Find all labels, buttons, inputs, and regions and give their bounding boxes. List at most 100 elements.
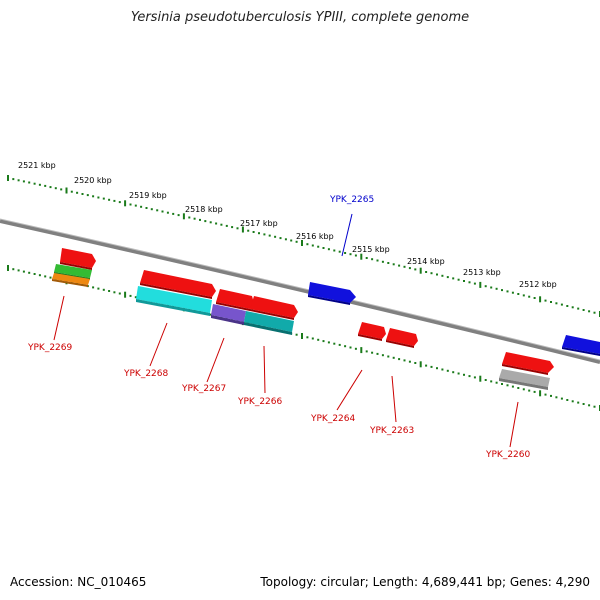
scale-tick-minor — [129, 294, 132, 297]
scale-tick-minor — [495, 381, 498, 384]
gene-label-ypk2269: YPK_2269 — [27, 343, 73, 353]
scale-tick-minor — [263, 233, 266, 236]
scale-tick-minor — [177, 214, 180, 217]
scale-tick-major — [124, 291, 127, 298]
gene-feature-right-blue-arrow[interactable] — [562, 335, 600, 356]
kbp-label: 2515 kbp — [352, 245, 390, 254]
scale-tick-minor — [327, 248, 330, 251]
scale-tick-minor — [322, 340, 325, 343]
gene-labels: YPK_2269 YPK_2268 YPK_2267 YPK_2266 YPK_… — [27, 195, 531, 460]
gene-feature-ypk2267-arrow[interactable] — [216, 289, 254, 311]
scale-tick-major — [7, 175, 9, 181]
scale-tick-minor — [457, 278, 460, 281]
scale-tick-minor — [28, 181, 31, 184]
gene-feature-ypk2266-teal[interactable] — [244, 311, 294, 335]
gene-feature-ypk2269-orange[interactable] — [52, 273, 90, 287]
scale-tick-minor — [344, 345, 347, 348]
scale-tick-minor — [12, 268, 15, 271]
gene-feature-ypk2265-arrow[interactable] — [308, 282, 356, 305]
scale-tick-minor — [193, 217, 196, 220]
scale-tick-minor — [118, 201, 121, 204]
gene-feature-ypk2260-arrow[interactable] — [502, 352, 554, 375]
scale-tick-minor — [371, 258, 374, 261]
scale-tick-minor — [582, 309, 585, 311]
scale-tick-minor — [311, 337, 314, 340]
scale-tick-minor — [571, 306, 574, 309]
scale-tick-minor — [577, 401, 580, 404]
scale-tick-minor — [225, 224, 228, 227]
scale-tick-minor — [425, 364, 428, 367]
scale-tick-minor — [49, 186, 52, 189]
scale-tick-minor — [473, 282, 476, 285]
gene-feature-ypk2264-arrow[interactable] — [358, 322, 386, 341]
scale-tick-minor — [517, 387, 520, 389]
scale-tick-minor — [555, 396, 558, 399]
scale-tick-minor — [588, 404, 591, 407]
forward-strand-features — [60, 248, 600, 356]
gene-feature-ypk2263-arrow[interactable] — [386, 328, 418, 348]
scale-tick-minor — [452, 277, 455, 280]
scale-tick-minor — [506, 384, 509, 387]
scale-tick-major — [360, 253, 363, 260]
kbp-label: 2514 kbp — [407, 257, 445, 266]
gene-label-ypk2266: YPK_2266 — [237, 397, 283, 407]
gene-leader-lines — [53, 213, 519, 448]
scale-tick-minor — [381, 354, 384, 357]
gene-feature-ypk2267-purple[interactable] — [211, 304, 246, 325]
scale-tick-minor — [495, 287, 498, 290]
scale-tick-minor — [365, 350, 368, 353]
scale-tick-minor — [566, 399, 569, 401]
scale-tick-minor — [279, 237, 282, 240]
scale-tick-minor — [97, 287, 100, 290]
scale-tick-major — [182, 213, 185, 220]
scale-tick-minor — [295, 333, 298, 336]
scale-tick-major — [539, 296, 542, 303]
scale-tick-minor — [403, 265, 406, 268]
gene-feature-ypk2260-gray[interactable] — [499, 369, 550, 390]
scale-tick-minor — [92, 286, 95, 289]
scale-tick-minor — [593, 311, 596, 314]
scale-tick-minor — [398, 264, 401, 267]
scale-tick-minor — [188, 216, 191, 219]
scale-tick-minor — [92, 195, 95, 198]
scale-tick-minor — [118, 292, 121, 295]
scale-tick-minor — [76, 191, 79, 194]
scale-tick-minor — [441, 274, 444, 277]
scale-tick-minor — [199, 218, 201, 221]
scale-tick-minor — [338, 343, 341, 346]
scale-tick-minor — [533, 390, 536, 393]
scale-tick-minor — [12, 178, 15, 181]
gene-feature-ypk2269-arrow[interactable] — [60, 248, 96, 270]
scale-tick-minor — [506, 290, 509, 293]
scale-tick-minor — [236, 227, 239, 230]
scale-tick-minor — [215, 222, 218, 225]
scale-tick-minor — [387, 355, 390, 358]
kbp-label: 2513 kbp — [463, 268, 501, 277]
gene-feature-ypk2268-cyan[interactable] — [136, 286, 212, 316]
scale-tick-minor — [371, 351, 374, 354]
kbp-label: 2521 kbp — [18, 161, 56, 170]
scale-tick-minor — [436, 273, 438, 276]
scale-tick-minor — [441, 368, 444, 371]
scale-tick-minor — [17, 179, 20, 182]
gene-label-ypk2263: YPK_2263 — [369, 426, 414, 436]
scale-tick-minor — [571, 400, 574, 403]
scale-tick-minor — [317, 245, 320, 248]
scale-tick-minor — [274, 235, 277, 238]
kbp-labels: 2521 kbp 2520 kbp 2519 kbp 2518 kbp 2517… — [18, 161, 557, 289]
scale-tick-minor — [81, 193, 84, 195]
gene-feature-ypk2266-arrow[interactable] — [250, 296, 298, 320]
scale-tick-minor — [70, 190, 73, 193]
scale-tick-minor — [161, 210, 164, 213]
scale-tick-minor — [102, 197, 105, 200]
scale-tick-minor — [60, 188, 63, 191]
scale-tick-minor — [414, 268, 417, 271]
scale-tick-minor — [528, 295, 531, 298]
scale-tick-minor — [344, 252, 347, 254]
gene-feature-ypk2268-arrow[interactable] — [140, 270, 216, 299]
scale-tick-major — [419, 361, 422, 368]
scale-tick-minor — [290, 239, 293, 242]
scale-tick-minor — [44, 184, 47, 187]
scale-tick-minor — [311, 244, 314, 247]
